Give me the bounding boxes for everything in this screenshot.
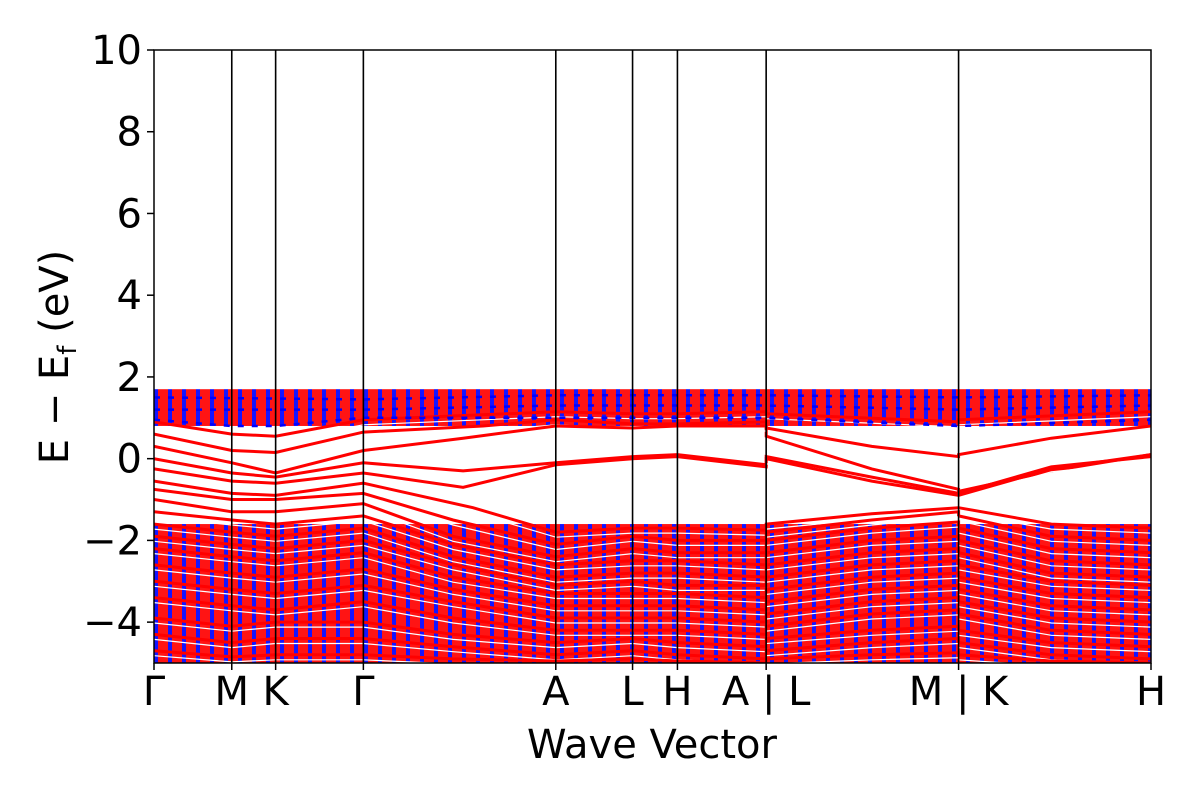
x-tick-label: M | K bbox=[909, 669, 1010, 715]
kpath-lines-layer bbox=[230, 50, 960, 663]
y-tick-label: 0 bbox=[117, 437, 142, 483]
y-axis-label-unit: (eV) bbox=[32, 250, 78, 346]
x-tick-label: M bbox=[215, 669, 250, 715]
x-tick-label: Γ bbox=[143, 669, 166, 715]
x-tick-label: Γ bbox=[352, 669, 375, 715]
conduction-band-region bbox=[154, 389, 1151, 426]
band-line-0-16 bbox=[154, 453, 1151, 495]
y-axis-label-main: E − E bbox=[32, 355, 78, 465]
y-axis-ticks: 10 8 6 4 2 0 −2 −4 bbox=[83, 28, 154, 646]
y-axis-label: E − Ef (eV) bbox=[32, 250, 83, 465]
x-tick-label: A | L bbox=[722, 669, 811, 715]
band-line-1-2 bbox=[154, 416, 1151, 428]
x-tick-label: A bbox=[542, 669, 570, 715]
y-tick-label: 10 bbox=[91, 28, 142, 74]
y-tick-label: 2 bbox=[117, 355, 142, 401]
y-tick-label: 6 bbox=[117, 191, 142, 237]
band-line-0-0 bbox=[154, 479, 1151, 534]
band-gap-line-16 bbox=[154, 458, 1151, 500]
y-tick-label: 4 bbox=[117, 273, 142, 319]
band-gap-line-17 bbox=[154, 459, 1151, 502]
plot-frame bbox=[153, 49, 1152, 664]
band-line-0-17 bbox=[154, 453, 1151, 497]
band-line-1-0 bbox=[154, 394, 1151, 401]
y-axis-label-sub: f bbox=[53, 345, 83, 355]
y-tick-label: 8 bbox=[117, 110, 142, 156]
x-tick-label: H bbox=[662, 669, 692, 715]
x-axis-label: Wave Vector bbox=[527, 722, 778, 768]
y-tick-label: −2 bbox=[83, 518, 142, 564]
band-line-1-1 bbox=[154, 404, 1151, 411]
x-tick-label: K bbox=[263, 669, 291, 715]
y-tick-label: −4 bbox=[83, 600, 142, 646]
x-tick-label: H bbox=[1136, 669, 1166, 715]
x-tick-label: L bbox=[621, 669, 644, 715]
